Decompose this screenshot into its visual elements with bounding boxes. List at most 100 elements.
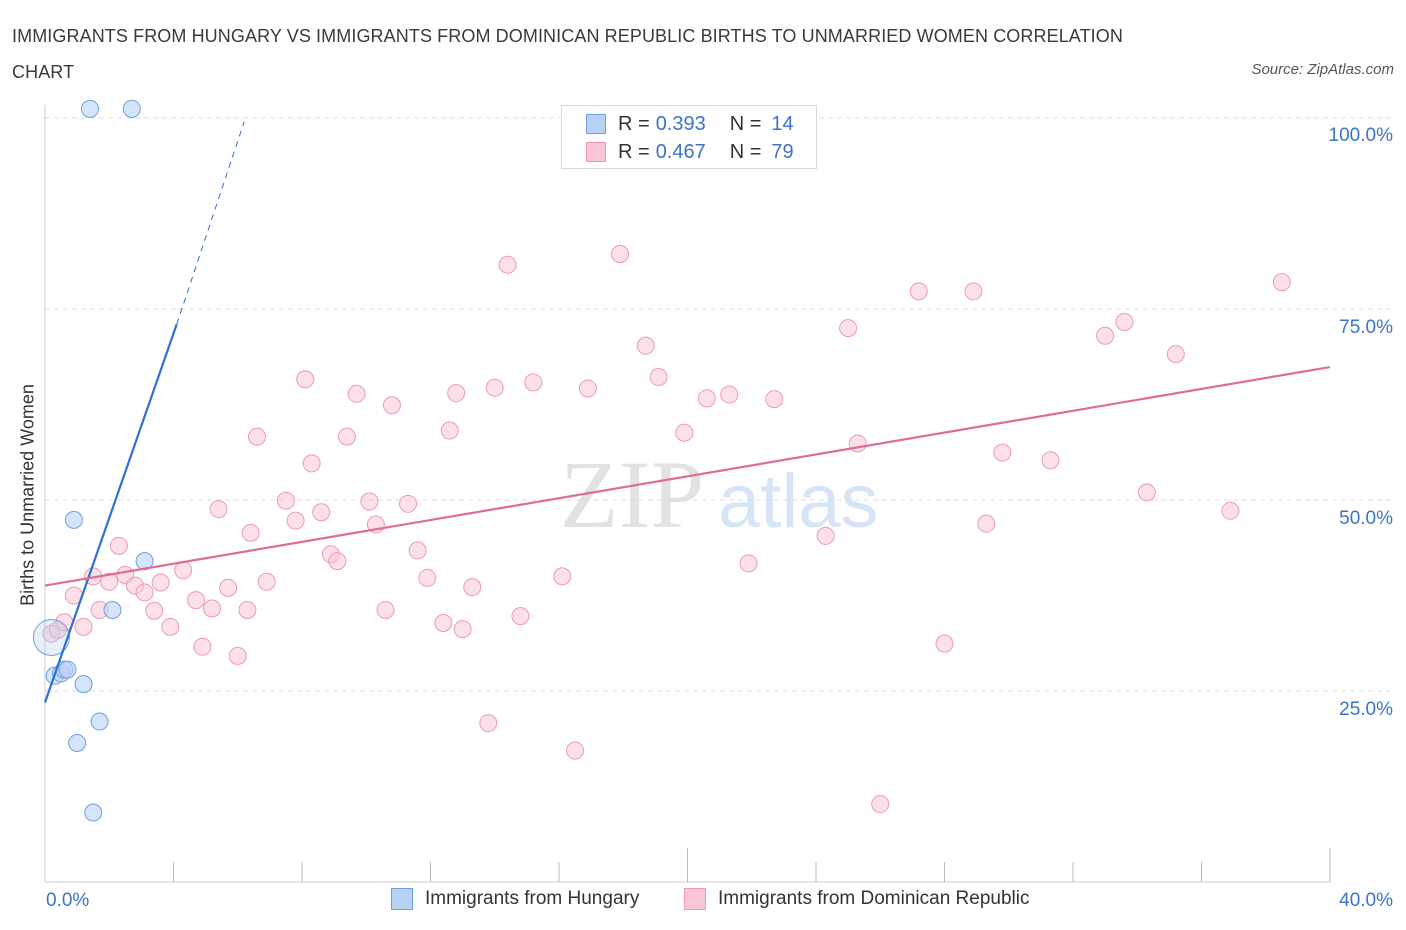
dominican-point [578, 379, 597, 398]
dominican-point [135, 583, 154, 602]
dominican-point [447, 384, 466, 403]
legend-swatch-hungary [586, 114, 606, 134]
axes [44, 105, 1331, 883]
dominican-point [1272, 273, 1291, 292]
chart-title: IMMIGRANTS FROM HUNGARY VS IMMIGRANTS FR… [12, 26, 1123, 82]
dominican-point [276, 491, 295, 510]
dominican-point [193, 637, 212, 656]
dominican-point [109, 536, 128, 555]
dominican-point [100, 572, 119, 591]
dominican-point [328, 552, 347, 571]
series-legend-label-hungary: Immigrants from Hungary [425, 888, 640, 909]
dominican-point [816, 526, 835, 545]
hungary-point [68, 733, 87, 752]
hungary-point [80, 99, 99, 118]
y-tick-label: 100.0% [1329, 125, 1394, 146]
dominican-point [498, 255, 517, 274]
y-axis-label: Births to Unmarried Women [17, 384, 38, 606]
hungary-point [122, 99, 141, 118]
dominican-point [765, 390, 784, 409]
legend-n-value-hungary: 14 [771, 112, 794, 135]
x-tick-label-max: 40.0% [1339, 890, 1393, 911]
series-legend-label-dominican: Immigrants from Dominican Republic [718, 888, 1030, 909]
dominican-point [408, 541, 427, 560]
series-legend-dominican[interactable]: Immigrants from Dominican Republic [684, 888, 1030, 910]
hungary-points [32, 99, 154, 822]
series-legend: Immigrants from Hungary Immigrants from … [0, 888, 1406, 916]
dominican-point [219, 578, 238, 597]
dominican-point [511, 607, 530, 626]
series-swatch-hungary [391, 888, 413, 910]
dominican-point [935, 634, 954, 653]
hungary-point [84, 803, 103, 822]
dominican-point [382, 396, 401, 415]
dominican-point [839, 319, 858, 338]
dominican-point [418, 568, 437, 587]
source-label: Source: ZipAtlas.com [1251, 61, 1394, 78]
dominican-point [720, 385, 739, 404]
legend-n-value-dominican: 79 [771, 140, 794, 163]
dominican-point [203, 599, 222, 618]
dominican-point [434, 614, 453, 633]
legend-row-dominican: R = 0.467 N = 79 [586, 139, 794, 165]
dominican-point [302, 454, 321, 473]
dominican-point [463, 578, 482, 597]
dominican-point [636, 336, 655, 355]
dominican-points [42, 244, 1291, 814]
dominican-point [1041, 451, 1060, 470]
dominican-point [1221, 501, 1240, 520]
dominican-point [238, 601, 257, 620]
hungary-trend-extension [176, 121, 245, 325]
dominican-point [186, 591, 205, 610]
series-swatch-dominican [684, 888, 706, 910]
dominican-point [977, 514, 996, 533]
y-tick-label: 25.0% [1339, 699, 1393, 720]
legend-r-label: R = [618, 140, 650, 163]
legend-n-label: N = [729, 112, 762, 135]
dominican-point [337, 427, 356, 446]
dominican-point [360, 492, 379, 511]
dominican-point [209, 500, 228, 519]
dominican-point [697, 389, 716, 408]
y-tick-labels: 100.0% 75.0% 50.0% 25.0% [1329, 125, 1394, 720]
dominican-point [1137, 483, 1156, 502]
dominican-point [241, 523, 260, 542]
dominican-point [485, 378, 504, 397]
dominican-point [479, 714, 498, 733]
dominican-point [347, 384, 366, 403]
dominican-point [739, 554, 758, 573]
y-tick-label: 50.0% [1339, 508, 1393, 529]
dominican-point [649, 367, 668, 386]
dominican-point [145, 601, 164, 620]
legend-r-label: R = [618, 112, 650, 135]
dominican-point [296, 370, 315, 389]
legend-r-value-dominican: 0.467 [655, 140, 706, 163]
dominican-point [257, 572, 276, 591]
dominican-point [1096, 326, 1115, 345]
dominican-point [1115, 312, 1134, 331]
dominican-point [909, 282, 928, 301]
legend-swatch-dominican [586, 142, 606, 162]
dominican-point [376, 601, 395, 620]
correlation-legend: R = 0.393 N = 14 R = 0.467 N = 79 [561, 105, 817, 169]
hungary-trend-line [43, 323, 178, 703]
hungary-point [90, 712, 109, 731]
dominican-point [174, 561, 193, 580]
legend-r-value-hungary: 0.393 [655, 112, 706, 135]
hungary-point [74, 675, 93, 694]
dominican-point [611, 244, 630, 263]
watermark-atlas: atlas [718, 459, 879, 544]
dominican-point [675, 423, 694, 442]
hungary-point [58, 660, 77, 679]
dominican-point [248, 427, 267, 446]
legend-n-label: N = [729, 140, 762, 163]
series-legend-hungary[interactable]: Immigrants from Hungary [391, 888, 639, 910]
dominican-point [312, 503, 331, 522]
y-tick-label: 75.0% [1339, 317, 1393, 338]
dominican-point [399, 494, 418, 513]
hungary-point [64, 510, 83, 529]
hungary-point [32, 619, 70, 657]
dominican-trend-line [44, 365, 1331, 587]
dominican-point [871, 795, 890, 814]
